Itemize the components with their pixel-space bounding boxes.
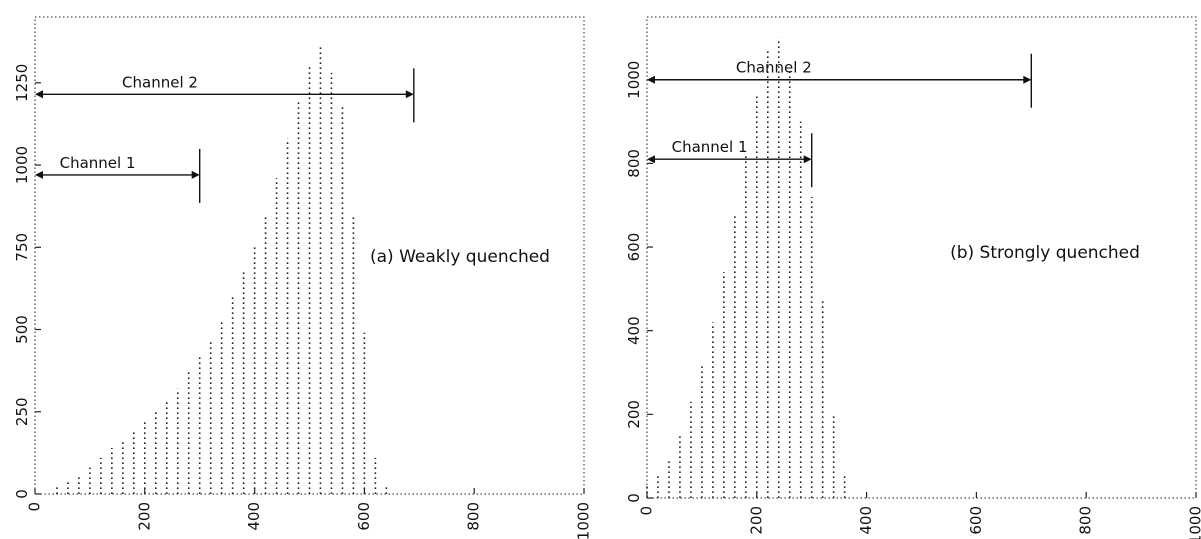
x-tick-label: 600 (355, 502, 373, 531)
arrow-head-right (191, 170, 200, 179)
plot-frame (646, 16, 1197, 499)
x-tick-label: 200 (135, 502, 153, 531)
annotation-channel-1: Channel 1 (647, 133, 813, 188)
y-tick-label: 0 (625, 493, 643, 503)
arrow-head-left (35, 90, 43, 99)
y-tick-label: 800 (625, 149, 643, 178)
x-tick-label: 800 (1077, 506, 1095, 535)
x-tick-label: 1000 (1187, 506, 1201, 539)
x-tick-label: 1000 (575, 502, 593, 539)
y-tick-label: 400 (625, 316, 643, 345)
y-tick-label: 600 (625, 233, 643, 262)
panel-title: (b) Strongly quenched (950, 243, 1140, 263)
annotation-channel-2: Channel 2 (35, 68, 415, 123)
arrow-head-left (647, 155, 655, 164)
x-tick-label: 400 (857, 506, 875, 535)
arrow-head-right (405, 90, 414, 99)
x-tick-label: 0 (26, 502, 44, 512)
y-tick-label: 500 (13, 315, 31, 344)
x-tick-label: 600 (967, 506, 985, 535)
y-tick-label: 1000 (13, 146, 31, 184)
channel-label: Channel 1 (60, 154, 136, 172)
chart-panel-b: 0 200 400 600 800 1000 0 200 400 600 800 1000 Channe… (625, 16, 1201, 539)
x-tick-label: 400 (245, 502, 263, 531)
y-tick-label: 750 (13, 233, 31, 262)
y-tick-label: 250 (13, 397, 31, 426)
x-tick-label: 200 (747, 506, 765, 535)
arrow-head-left (35, 170, 43, 179)
chart-panel-a: 0 200 400 600 800 1000 0 250 500 750 1000 1250 Chann… (13, 16, 593, 539)
arrow-head-right (1023, 75, 1032, 84)
y-tick-label: 200 (625, 400, 643, 429)
arrow-head-left (647, 75, 655, 84)
channel-label: Channel 1 (672, 138, 748, 156)
channel-label: Channel 2 (736, 59, 812, 77)
y-tick-label: 1000 (625, 61, 643, 99)
annotation-channel-1: Channel 1 (35, 148, 201, 203)
panel-title: (a) Weakly quenched (370, 247, 550, 267)
x-tick-label: 800 (465, 502, 483, 531)
channel-label: Channel 2 (122, 73, 198, 91)
annotation-channel-2: Channel 2 (647, 53, 1033, 108)
x-tick-label: 0 (638, 506, 656, 516)
y-tick-label: 0 (13, 489, 31, 499)
arrow-head-right (803, 155, 812, 164)
y-tick-label: 1250 (13, 64, 31, 102)
